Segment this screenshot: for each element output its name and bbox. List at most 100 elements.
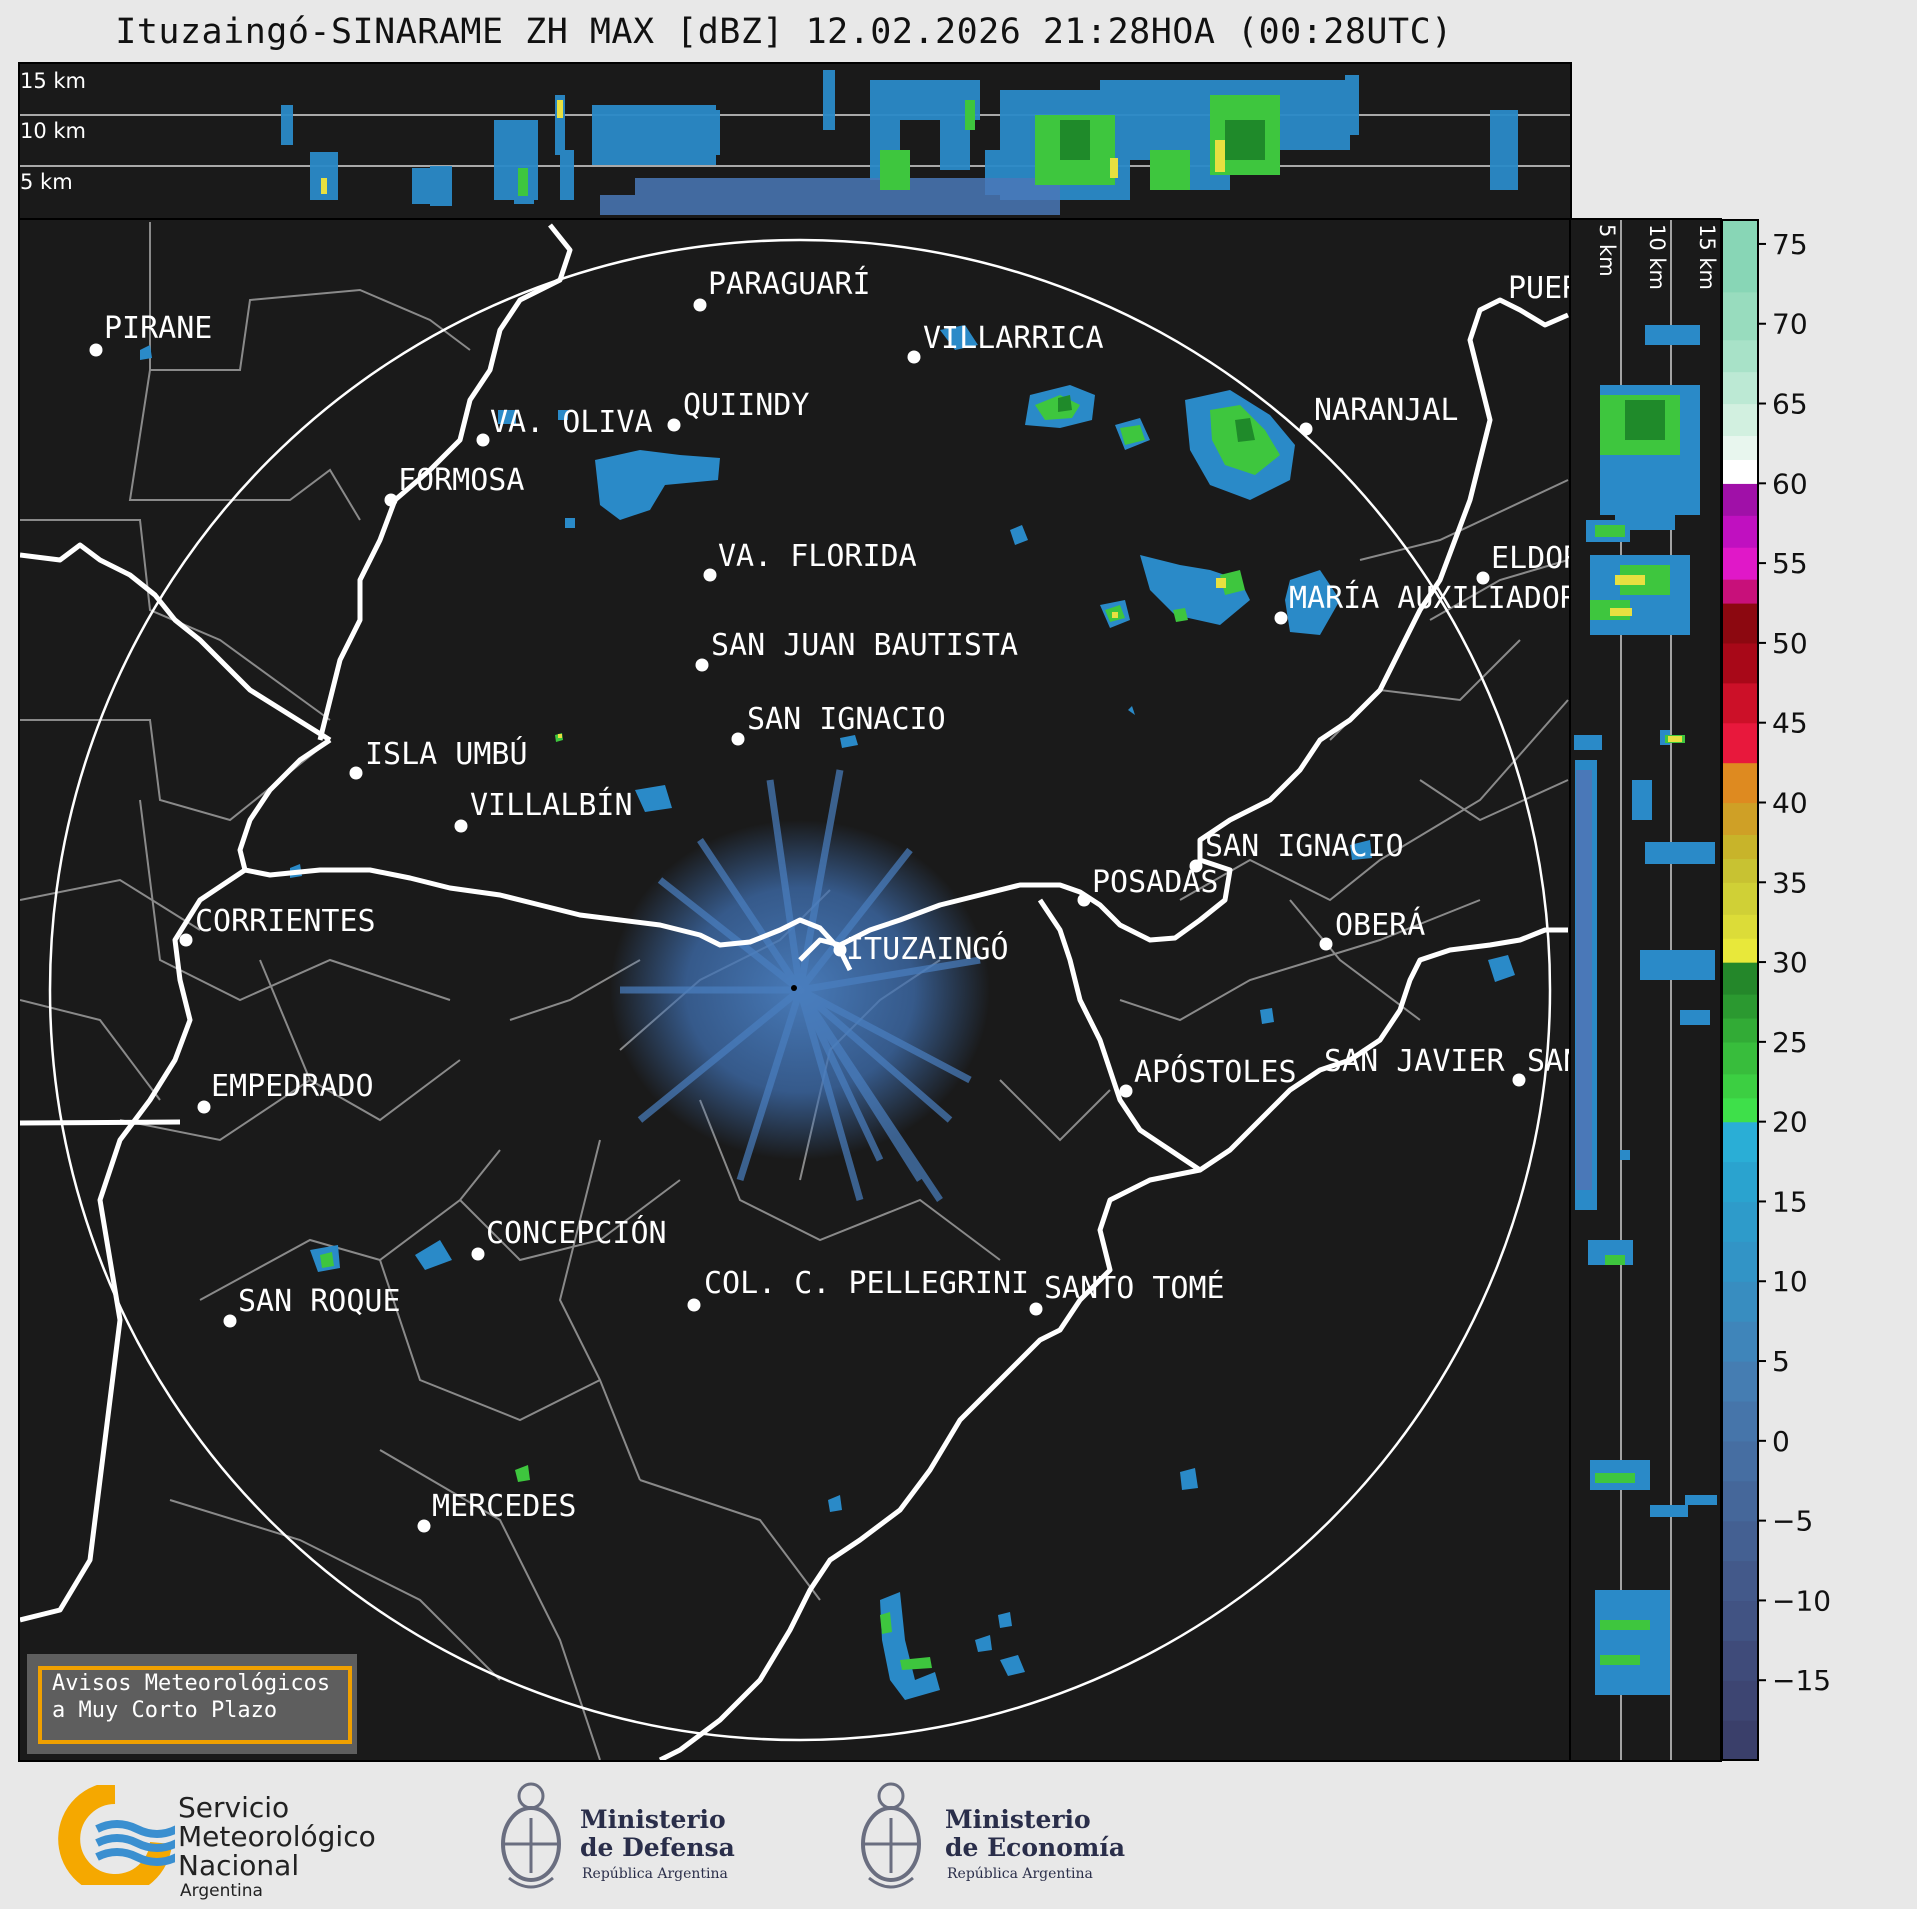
colorbar-band [1722,1241,1758,1282]
defensa-line1: Ministerio [580,1805,726,1834]
colorbar-band [1722,1520,1758,1562]
colorbar-band [1722,291,1758,341]
colorbar-band [1722,962,1758,995]
city-label-san-ignacio-py: SAN IGNACIO [747,702,946,737]
colorbar-band [1722,938,1758,963]
colorbar-tick-label: 20 [1772,1106,1808,1139]
colorbar-band [1722,1201,1758,1242]
colorbar-band [1722,1480,1758,1522]
city-label-col-c-pellegrini: COL. C. PELLEGRINI [704,1266,1029,1301]
colorbar-tick-label: 30 [1772,946,1808,979]
city-label-san-javier: SAN JAVIER [1324,1044,1506,1079]
colorbar-tick-label: 40 [1772,786,1808,819]
colorbar-band [1722,1017,1758,1043]
colorbar-band [1722,914,1758,939]
colorbar-band [1722,1073,1758,1099]
top-height-profile: 15 km 10 km 5 km [18,62,1572,220]
city-label-villarrica: VILLARRICA [923,321,1104,356]
colorbar-tick-label: −10 [1772,1584,1831,1617]
colorbar-tick-label: 70 [1772,308,1808,341]
city-label-villalbin: VILLALBÍN [470,787,633,823]
chart-title: Ituzaingó-SINARAME ZH MAX [dBZ] 12.02.20… [115,12,1453,52]
warning-line1: Avisos Meteorológicos [52,1671,331,1696]
colorbar-band [1722,459,1758,484]
colorbar-tick-label: 35 [1772,866,1808,899]
economia-line3: República Argentina [947,1866,1093,1882]
ground-clutter [610,769,990,1202]
colorbar-band [1722,483,1758,516]
city-label-corrientes: CORRIENTES [195,904,376,939]
radar-map: PIRANE PARAGUARÍ VILLARRICA PUERTO VA. O… [18,218,1581,1762]
colorbar-band [1722,834,1758,859]
city-label-isla-umbu: ISLA UMBÚ [365,735,528,772]
city-label-pirane: PIRANE [104,311,212,346]
side-profile-label-10km: 10 km [1645,224,1669,290]
defensa-line2: de Defensa [580,1833,735,1862]
colorbar-band [1722,1161,1758,1203]
warning-line2: a Muy Corto Plazo [52,1698,278,1723]
colorbar-band [1722,1600,1758,1641]
colorbar-band [1722,435,1758,460]
colorbar-tick-label: 65 [1772,388,1808,421]
colorbar-band [1722,722,1758,764]
city-labels: PIRANE PARAGUARÍ VILLARRICA PUERTO VA. O… [104,266,1581,1524]
colorbar-tick-label: 50 [1772,627,1808,660]
coat-of-arms-icon [861,1782,921,1889]
colorbar-tick-label: 15 [1772,1185,1808,1218]
city-label-va-oliva: VA. OLIVA [490,405,653,440]
colorbar-tick-label: −15 [1772,1664,1831,1697]
colorbar-band [1722,993,1758,1019]
city-label-santo-tome: SANTO TOMÉ [1044,1270,1225,1306]
colorbar-tick-label: 75 [1772,228,1808,261]
city-label-formosa: FORMOSA [398,463,524,498]
smn-emblem-icon [58,1785,175,1885]
warning-box-frame: Avisos Meteorológicos a Muy Corto Plazo [38,1666,352,1744]
city-label-mercedes: MERCEDES [432,1489,577,1524]
city-label-san: SAN [1527,1044,1581,1079]
footer-logos: Servicio Meteorológico Nacional Argentin… [0,1760,1917,1909]
colorbar-band [1722,642,1758,684]
colorbar-tick-label: 0 [1772,1425,1790,1458]
city-label-quiindy: QUIINDY [683,388,809,423]
colorbar-tick-label: −5 [1772,1505,1813,1538]
colorbar-band [1722,403,1758,437]
side-profile-label-5km: 5 km [1595,224,1619,277]
colorbar-band [1722,515,1758,548]
city-label-empedrado: EMPEDRADO [211,1069,374,1104]
colorbar-band [1722,882,1758,915]
city-label-san-juan-bautista: SAN JUAN BAUTISTA [711,628,1018,663]
range-ring [48,238,1552,1742]
colorbar-band [1722,1720,1758,1761]
colorbar-band [1722,1097,1758,1123]
colorbar-band [1722,802,1758,836]
precipitation-echoes [140,325,1515,1700]
colorbar-band [1722,1361,1758,1402]
city-label-apostoles: APÓSTOLES [1134,1053,1297,1090]
coat-of-arms-icon [501,1782,561,1889]
smn-line1: Servicio [178,1791,290,1824]
city-label-san-roque: SAN ROQUE [238,1284,401,1319]
city-markers [89,298,1526,1533]
colorbar-bands [1722,220,1758,1761]
side-height-profile: 5 km 10 km 15 km [1569,218,1722,1762]
top-profile-label-10km: 10 km [20,119,86,143]
smn-line2: Meteorológico [178,1820,376,1853]
smn-line4: Argentina [180,1881,263,1901]
city-label-va-florida: VA. FLORIDA [718,539,917,574]
smn-line3: Nacional [178,1849,300,1882]
city-label-ituzaingo: ITUZAINGÓ [846,930,1009,967]
colorbar-tick-label: 45 [1772,707,1808,740]
colorbar-band [1722,858,1758,883]
colorbar-tick-label: 5 [1772,1345,1790,1378]
colorbar-band [1722,547,1758,580]
colorbar-tick-label: 55 [1772,547,1808,580]
warning-box[interactable]: Avisos Meteorológicos a Muy Corto Plazo [27,1654,357,1754]
colorbar-tick-label: 25 [1772,1026,1808,1059]
colorbar-band [1722,1440,1758,1482]
colorbar-band [1722,1640,1758,1681]
colorbar-band [1722,1121,1758,1163]
colorbar-band [1722,579,1758,604]
